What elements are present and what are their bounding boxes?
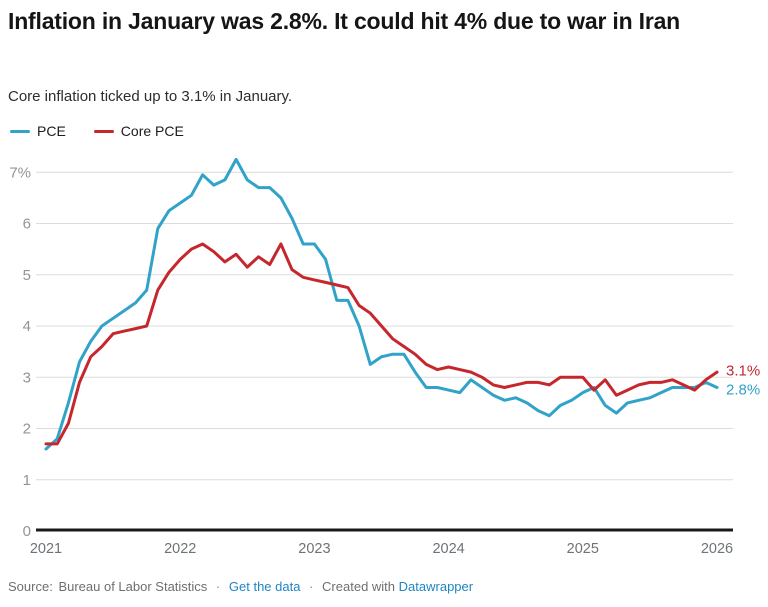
legend-item-pce: PCE xyxy=(10,123,66,139)
y-axis-tick-label: 4 xyxy=(23,318,31,335)
x-axis-tick-label: 2025 xyxy=(567,541,599,557)
created-with-text: Created with xyxy=(322,579,396,594)
y-axis-tick-label: 0 xyxy=(23,523,31,540)
datawrapper-link[interactable]: Datawrapper xyxy=(398,579,474,594)
core-pce-end-value-label: 3.1% xyxy=(726,362,760,379)
x-axis-tick-label: 2023 xyxy=(298,541,330,557)
legend: PCE Core PCE xyxy=(10,123,184,139)
separator-dot: · xyxy=(215,579,221,594)
pce-legend-label: PCE xyxy=(37,123,66,139)
y-axis-tick-label: 7% xyxy=(9,164,31,181)
y-axis-tick-label: 5 xyxy=(23,267,31,284)
y-axis-tick-label: 6 xyxy=(23,216,31,233)
separator-dot: · xyxy=(309,579,314,594)
x-axis-tick-label: 2021 xyxy=(30,541,62,557)
chart-subtitle: Core inflation ticked up to 3.1% in Janu… xyxy=(8,88,293,105)
get-the-data-link[interactable]: Get the data xyxy=(228,579,301,594)
y-axis-tick-label: 1 xyxy=(23,472,31,489)
chart-title: Inflation in January was 2.8%. It could … xyxy=(8,8,681,34)
y-axis-tick-label: 2 xyxy=(23,421,31,438)
source-text: Bureau of Labor Statistics xyxy=(58,579,208,594)
x-axis-tick-label: 2022 xyxy=(164,541,196,557)
x-axis-tick-label: 2024 xyxy=(432,541,464,557)
x-axis-tick-label: 2026 xyxy=(701,541,733,557)
pce-legend-swatch xyxy=(10,129,30,133)
core-pce-legend-swatch xyxy=(93,129,114,133)
pce-end-value-label: 2.8% xyxy=(726,381,760,398)
y-axis-tick-label: 3 xyxy=(23,369,31,386)
core-pce-line[interactable] xyxy=(44,242,719,446)
footer: Source: Bureau of Labor Statistics · Get… xyxy=(8,579,760,594)
core-pce-legend-label: Core PCE xyxy=(120,123,184,139)
legend-item-core-pce: Core PCE xyxy=(93,123,184,139)
pce-line[interactable] xyxy=(44,157,719,451)
source-label: Source: xyxy=(8,579,53,594)
